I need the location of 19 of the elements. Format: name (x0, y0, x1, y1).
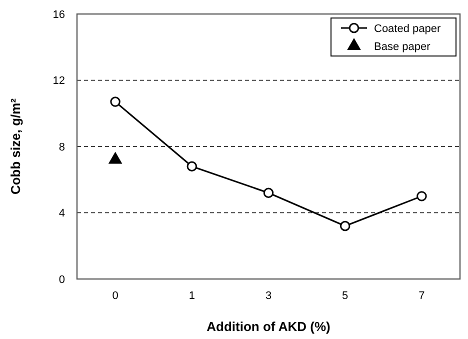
x-tick-label: 1 (188, 290, 195, 302)
point (186, 161, 198, 172)
point (340, 220, 350, 232)
y-tick-label: 12 (52, 75, 65, 88)
point (416, 191, 427, 202)
x-tick-label: 7 (418, 290, 425, 302)
x-tick-label: 3 (265, 290, 272, 302)
x-axis-title: Addition of AKD (%) (206, 319, 330, 334)
y-axis-title: Cobb size, g/m² (8, 98, 23, 195)
point (263, 188, 274, 198)
x-tick-label: 0 (112, 290, 118, 302)
legend-label: Base paper (374, 40, 431, 53)
y-tick-label: 16 (52, 8, 65, 21)
y-tick-label: 8 (58, 141, 65, 154)
y-tick-label: 0 (58, 274, 65, 286)
point (110, 96, 120, 107)
y-tick-label: 4 (58, 208, 65, 220)
legend-label: Coated paper (374, 22, 441, 35)
x-tick-label: 5 (342, 290, 348, 302)
